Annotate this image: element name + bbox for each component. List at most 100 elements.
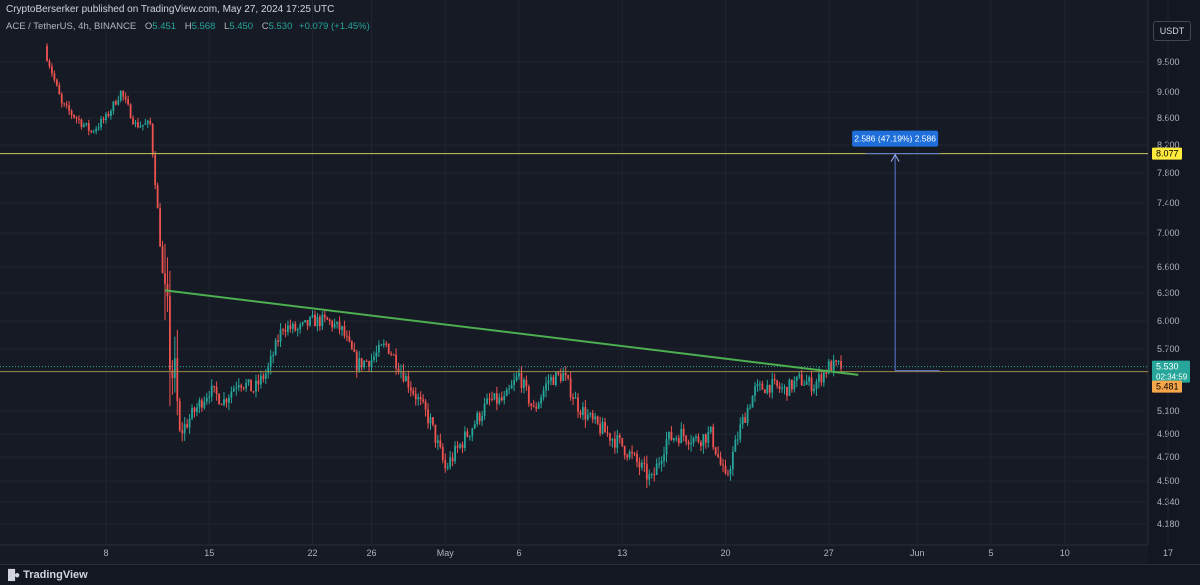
- candle-body: [70, 110, 73, 115]
- candle-body: [237, 385, 240, 388]
- candle-body: [417, 397, 420, 400]
- candle-body: [181, 430, 184, 434]
- candle-body: [613, 438, 616, 448]
- candle-body: [358, 358, 361, 371]
- candle-body: [695, 436, 697, 438]
- candle-body: [375, 352, 378, 357]
- candle-body: [776, 380, 779, 386]
- candle-body: [692, 437, 695, 444]
- price-label-support: 5.481: [1156, 382, 1179, 392]
- candle-body: [255, 380, 257, 392]
- candle-body: [754, 386, 756, 396]
- close-label: C: [261, 21, 269, 32]
- candle-body: [250, 379, 252, 392]
- candle-body: [586, 414, 589, 420]
- candle-body: [680, 429, 683, 444]
- candle-body: [370, 359, 373, 367]
- candle-body: [655, 463, 658, 476]
- candle-body: [468, 435, 471, 437]
- x-tick-label: 10: [1060, 548, 1070, 558]
- candle-body: [373, 356, 375, 360]
- price-label-support-box: [1152, 380, 1182, 393]
- candle-body: [171, 369, 174, 379]
- candle-body: [653, 474, 656, 476]
- candle-body: [60, 94, 63, 104]
- x-tick-label: 8: [103, 548, 108, 558]
- candle-body: [749, 407, 751, 409]
- candle-body: [156, 185, 159, 209]
- candle-body: [675, 438, 678, 440]
- candle-body: [424, 401, 427, 410]
- currency-button[interactable]: USDT: [1153, 21, 1191, 41]
- candle-body: [554, 372, 557, 385]
- candle-body: [434, 424, 437, 443]
- candle-body: [215, 386, 218, 394]
- candle-body: [707, 431, 710, 443]
- candle-body: [119, 90, 122, 101]
- candle-body: [633, 453, 636, 455]
- candle-body: [778, 385, 781, 390]
- candle-body: [134, 122, 137, 124]
- candle-body: [456, 445, 459, 448]
- candle-body: [264, 373, 267, 379]
- candle-body: [609, 433, 611, 441]
- candle-body: [328, 319, 331, 322]
- candle-body: [279, 329, 282, 342]
- candle-body: [557, 372, 560, 375]
- candle-body: [159, 208, 161, 247]
- candle-body: [247, 379, 250, 383]
- candle-body: [132, 118, 134, 124]
- candle-body: [729, 469, 732, 474]
- candle-body: [75, 117, 78, 119]
- candle-body: [486, 398, 488, 404]
- candle-body: [641, 462, 643, 468]
- candle-body: [436, 440, 439, 443]
- candle-body: [196, 407, 198, 412]
- candle-body: [262, 375, 265, 379]
- candle-body: [628, 451, 631, 458]
- high-label: H: [184, 21, 192, 32]
- candle-body: [510, 384, 513, 389]
- candle-body: [318, 316, 321, 326]
- candle-body: [481, 415, 484, 422]
- candle-body: [739, 424, 742, 440]
- candle-body: [535, 406, 538, 409]
- candle-body: [444, 459, 447, 469]
- candle-body: [552, 376, 555, 385]
- candle-body: [151, 124, 154, 155]
- candle-body: [223, 399, 225, 405]
- candle-body: [402, 371, 405, 382]
- tradingview-logo-icon: █●: [8, 570, 20, 581]
- candle-body: [137, 122, 139, 128]
- candle-body: [712, 426, 715, 448]
- candle-body: [85, 123, 88, 125]
- candle-body: [523, 379, 525, 388]
- candle-body: [225, 399, 228, 403]
- candle-body: [682, 429, 685, 436]
- candle-body: [744, 417, 747, 423]
- candle-body: [198, 400, 201, 408]
- candle-body: [306, 320, 309, 326]
- candle-body: [90, 130, 93, 132]
- candle-body: [786, 386, 788, 396]
- candle-body: [427, 409, 429, 424]
- candle-body: [299, 324, 302, 330]
- candle-body: [577, 397, 579, 412]
- open-value: 5.451: [152, 21, 177, 32]
- candle-body: [414, 393, 417, 400]
- candle-body: [304, 320, 307, 323]
- footer-bar: █● TradingView: [0, 564, 1200, 585]
- candle-body: [80, 119, 83, 127]
- candle-body: [773, 379, 776, 381]
- low-value: 5.450: [229, 21, 254, 32]
- candle-body: [668, 431, 670, 439]
- candle-body: [491, 398, 493, 400]
- candle-body: [589, 413, 592, 415]
- chart-background: [0, 0, 1200, 564]
- candle-body: [422, 399, 425, 402]
- x-tick-label: 13: [617, 548, 627, 558]
- tradingview-logo[interactable]: █● TradingView: [8, 569, 88, 581]
- candle-body: [146, 120, 149, 124]
- candle-body: [127, 99, 130, 105]
